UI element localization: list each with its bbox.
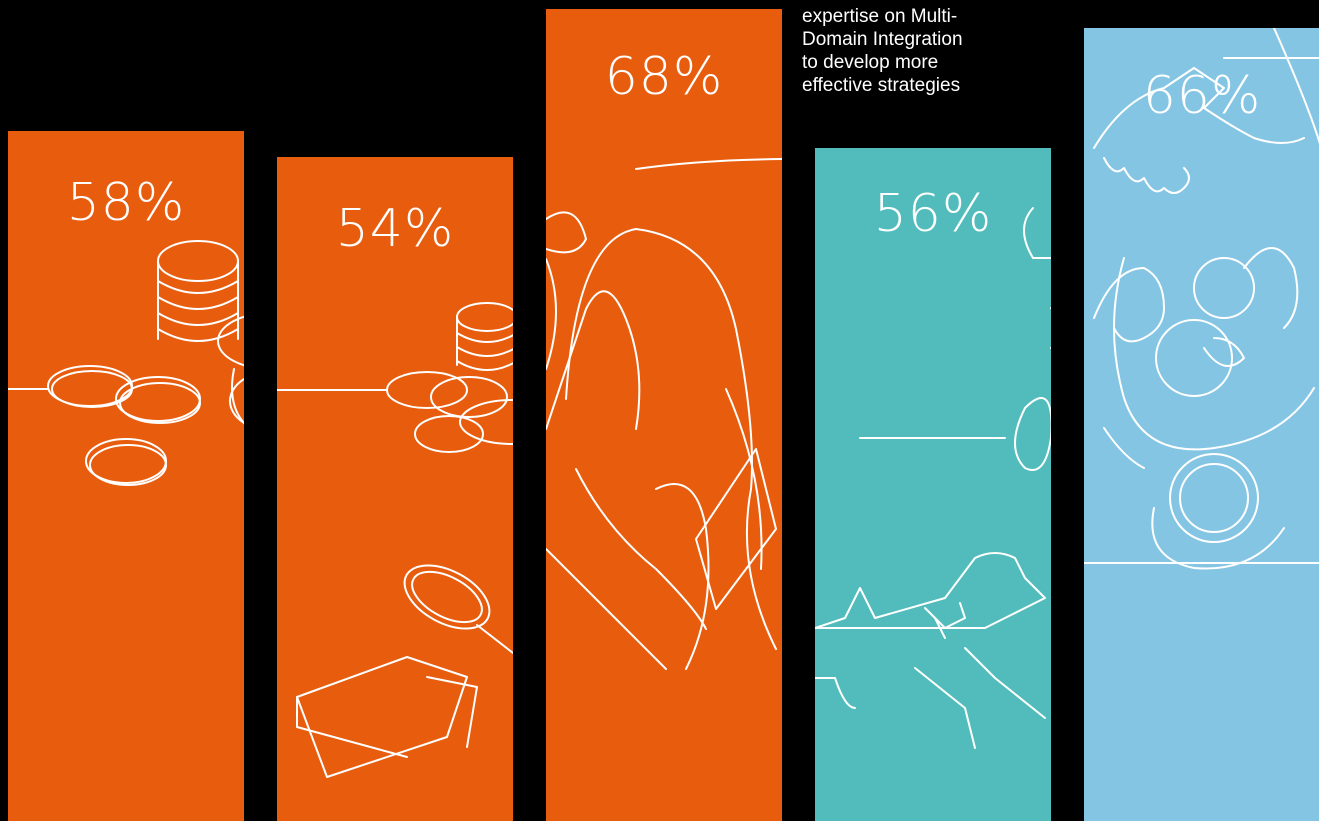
coins-icon — [8, 240, 244, 486]
chart-bar: 66% — [1084, 28, 1319, 821]
chart-bar: 58% — [8, 131, 244, 821]
chart-bar: 54% — [277, 157, 513, 821]
data-label: 68% — [604, 47, 724, 107]
chart-bar: 68% — [546, 9, 782, 821]
data-label: 56% — [873, 184, 993, 244]
bar-annotation: and share their expertise on Multi- Doma… — [802, 0, 963, 96]
person-reading-icon — [546, 158, 782, 670]
chart-bar: 56% — [815, 148, 1051, 821]
data-label: 54% — [335, 199, 455, 259]
data-label: 66% — [1142, 66, 1262, 126]
meeting-handshake-icon — [1084, 28, 1319, 570]
aircraft-icon — [815, 207, 1051, 749]
data-label: 58% — [66, 173, 186, 233]
